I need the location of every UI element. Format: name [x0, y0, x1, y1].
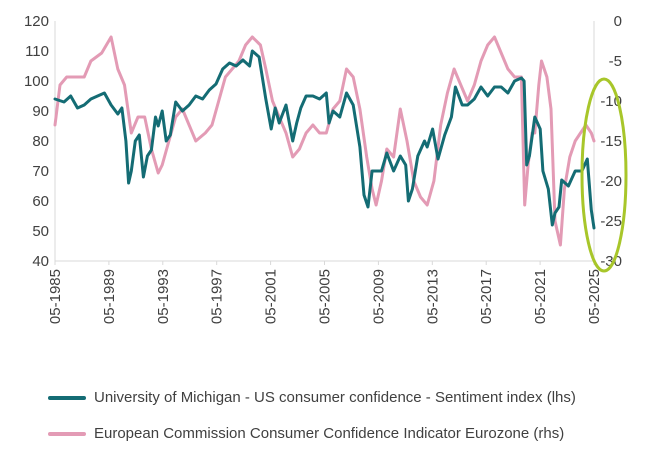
legend-label-michigan: University of Michigan - US consumer con…: [94, 389, 576, 406]
highlight-ellipse: [580, 77, 628, 273]
left-tick-label: 80: [32, 133, 49, 150]
x-tick-label: 05-2025: [586, 269, 603, 324]
left-tick-label: 50: [32, 223, 49, 240]
x-tick-label: 05-1993: [155, 269, 172, 324]
right-tick-label: -5: [609, 53, 622, 70]
left-tick-label: 60: [32, 193, 49, 210]
series-line-michigan: [53, 49, 596, 230]
right-y-axis: -30-25-20-15-10-50: [593, 13, 622, 270]
legend-item-eurozone: European Commission Consumer Confidence …: [48, 425, 564, 442]
legend-label-eurozone: European Commission Consumer Confidence …: [94, 425, 565, 442]
right-tick-label: -20: [600, 173, 622, 190]
right-tick-label: -15: [600, 133, 622, 150]
right-tick-label: -25: [600, 213, 622, 230]
x-tick-label: 05-1989: [101, 269, 118, 324]
left-tick-label: 70: [32, 163, 49, 180]
left-tick-label: 110: [25, 43, 49, 60]
left-tick-label: 40: [32, 253, 49, 270]
x-tick-label: 05-2009: [370, 269, 387, 324]
legend-item-michigan: University of Michigan - US consumer con…: [48, 389, 576, 406]
x-tick-label: 05-2017: [478, 269, 495, 324]
x-tick-label: 05-1997: [209, 269, 226, 324]
x-tick-label: 05-2021: [532, 269, 549, 324]
x-tick-label: 05-2013: [424, 269, 441, 324]
x-tick-label: 05-2001: [263, 269, 280, 324]
x-tick-label: 05-2005: [317, 269, 334, 324]
series-layer: [53, 35, 596, 247]
right-tick-label: 0: [614, 13, 622, 30]
left-tick-label: 90: [32, 103, 49, 120]
left-tick-label: 120: [24, 13, 49, 30]
left-tick-label: 100: [24, 73, 49, 90]
left-y-axis: 40 50 60 70 80 90 100 110 120: [24, 13, 56, 270]
legend-swatch-eurozone: [48, 431, 86, 436]
x-axis: 05-1985 05-1989 05-1993 05-1997 05-2001 05-20…: [47, 260, 603, 324]
x-tick-label: 05-1985: [47, 269, 64, 324]
legend-swatch-michigan: [48, 395, 86, 400]
